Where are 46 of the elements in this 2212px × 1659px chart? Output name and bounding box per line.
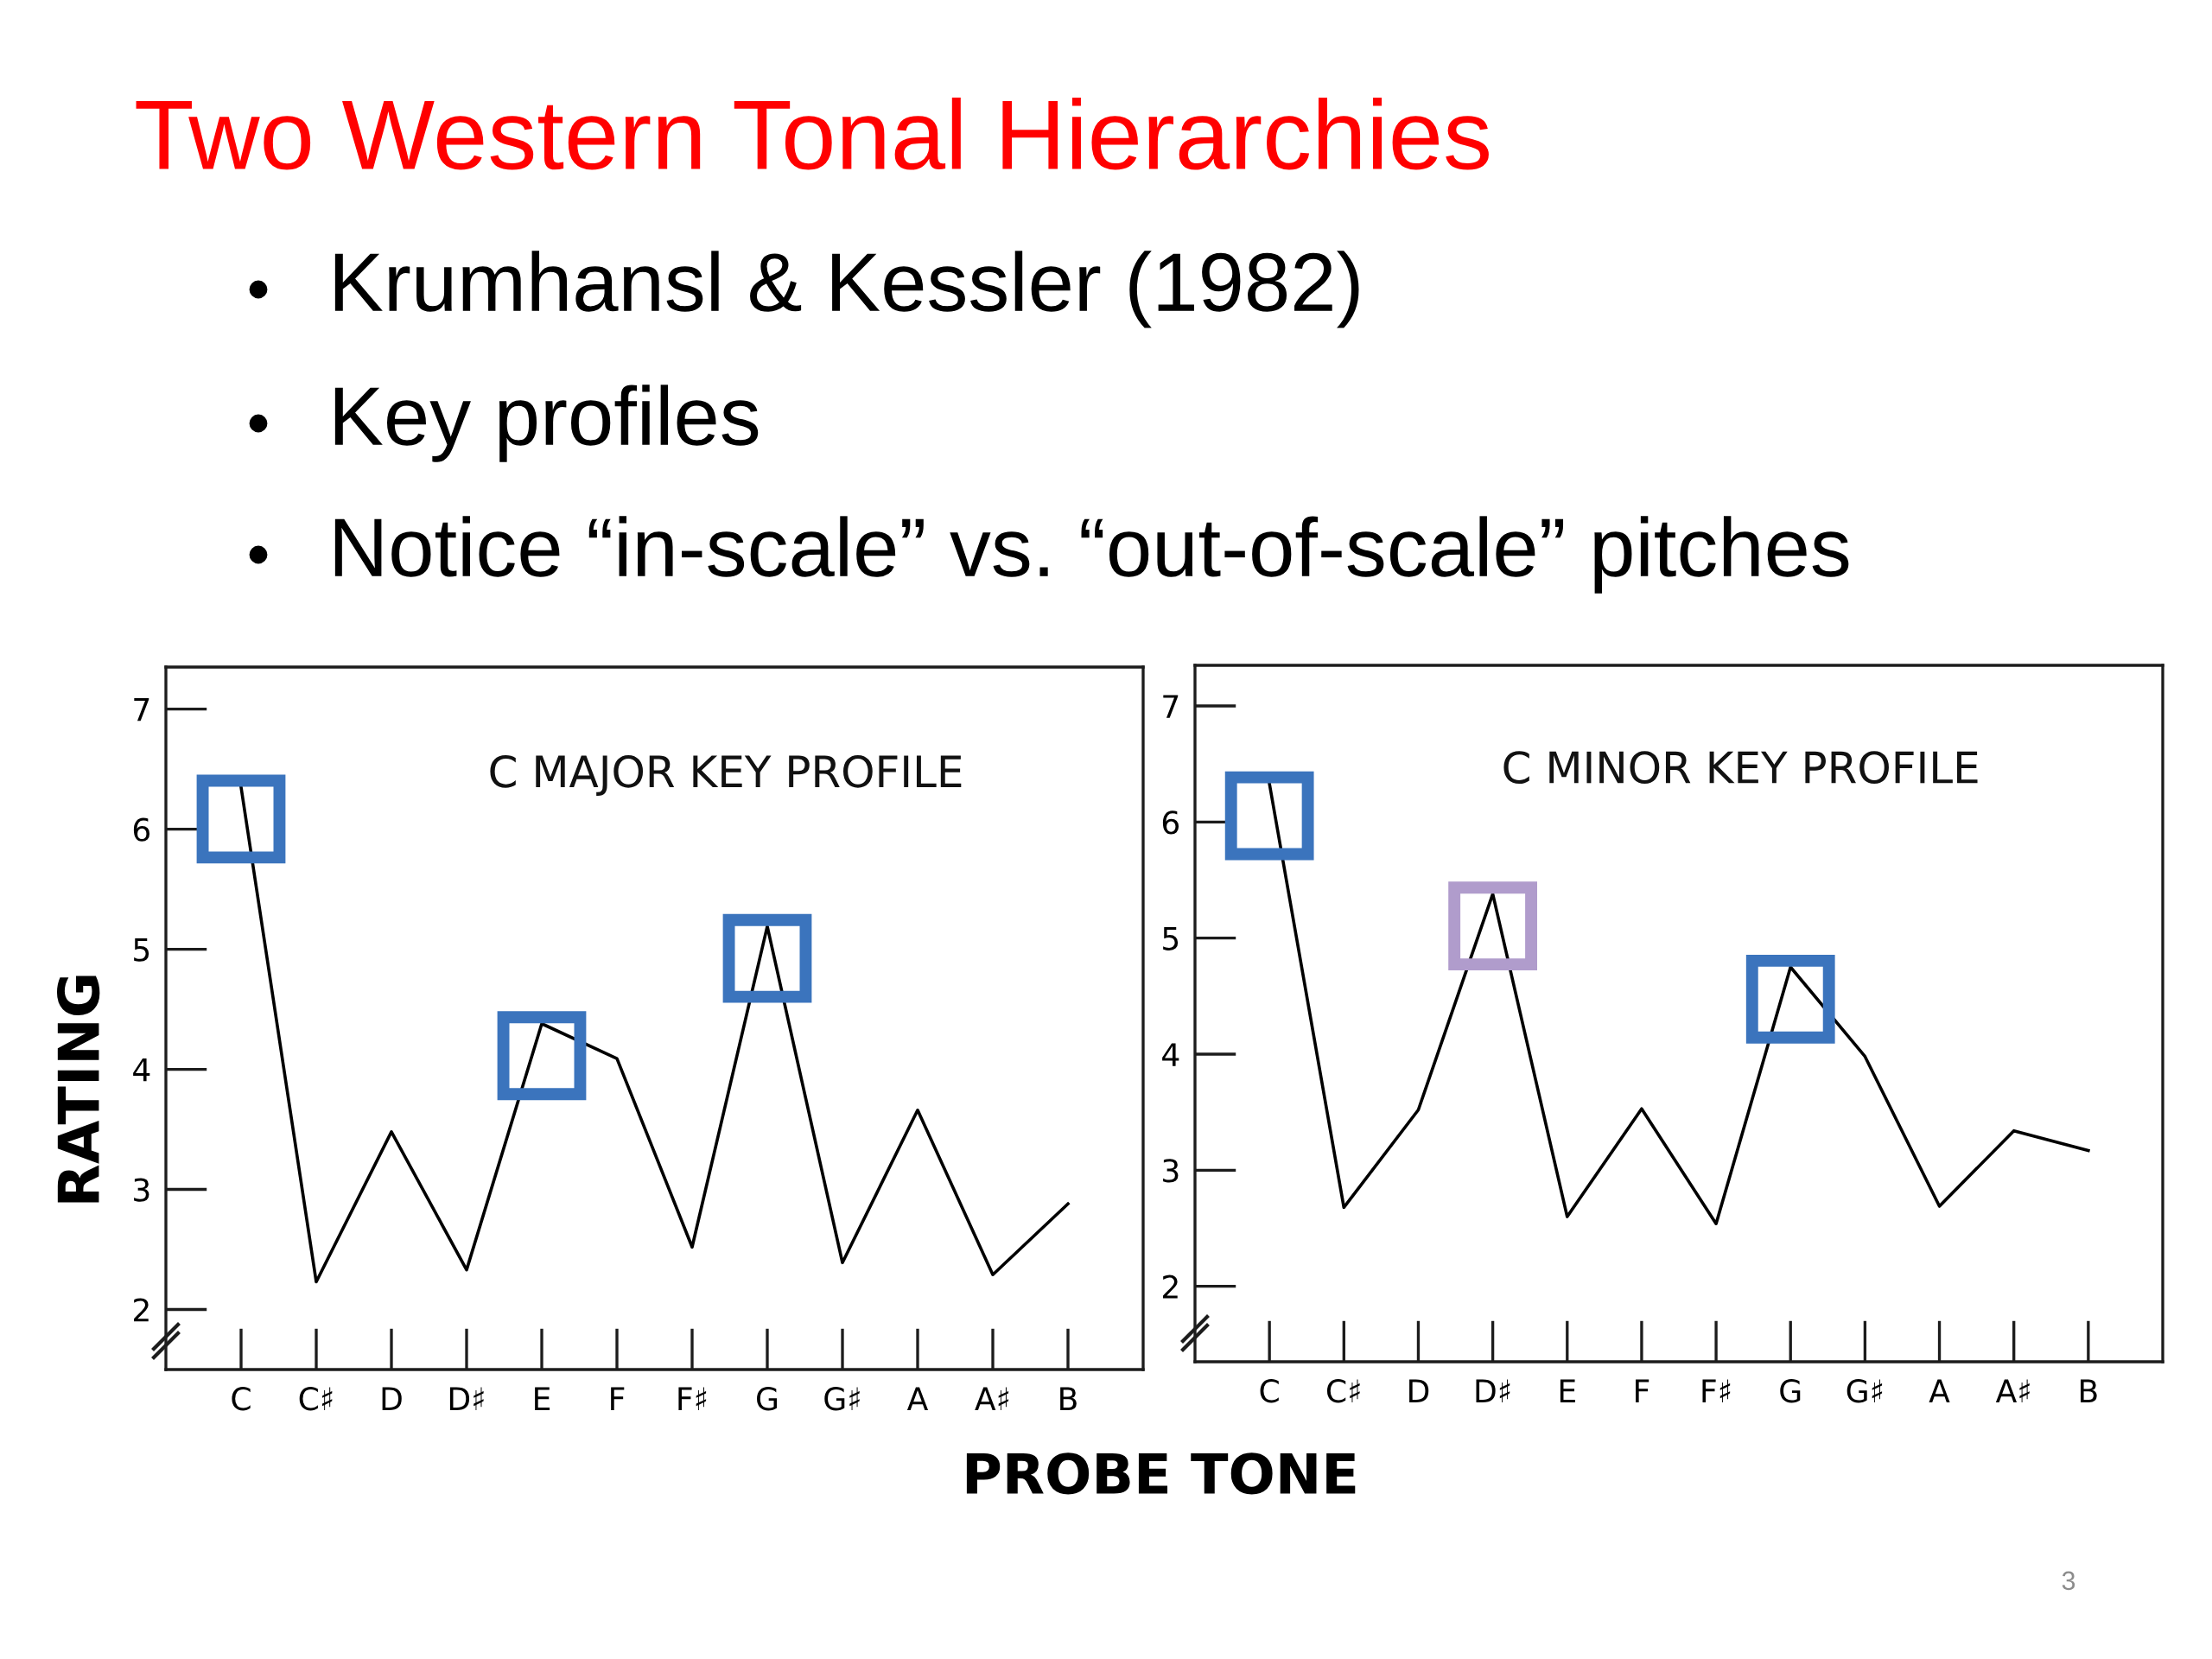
line-series xyxy=(1268,782,2090,1225)
x-tick-label: F xyxy=(1636,1379,1649,1402)
x-tick-label: A xyxy=(906,1387,929,1410)
x-tick-label: D♯ xyxy=(1476,1379,1510,1402)
y-tick-label: 5 xyxy=(1163,927,1179,950)
x-tick-label: A♯ xyxy=(975,1387,1009,1410)
text: Notice “in-scale” vs. “out-of-scale” pitches xyxy=(334,516,1849,594)
x-tick-label: C♯ xyxy=(299,1387,333,1411)
text: 3 xyxy=(2062,1571,2075,1591)
x-tick-label: D♯ xyxy=(449,1387,484,1410)
x-tick-label: G xyxy=(757,1387,778,1411)
x-tick-label: A♯ xyxy=(1995,1379,2030,1402)
y-tick-label: 2 xyxy=(1163,1274,1178,1299)
y-tick-label: 7 xyxy=(1163,695,1179,718)
y-tick-label: 2 xyxy=(134,1298,149,1322)
x-tick-label: C♯ xyxy=(1326,1379,1360,1403)
y-tick-label: 6 xyxy=(133,817,150,842)
x-tick-label: E xyxy=(535,1387,550,1410)
text: Two Western Tonal Hierarchies xyxy=(136,97,1489,170)
text: C MAJOR KEY PROFILE xyxy=(490,754,962,797)
text: Krumhansl & Kessler (1982) xyxy=(334,251,1359,328)
x-tick-label: F♯ xyxy=(678,1387,707,1410)
y-tick-label: 7 xyxy=(134,698,149,721)
x-tick-label: B xyxy=(1060,1387,1077,1410)
x-tick-label: D xyxy=(1409,1379,1429,1402)
x-tick-label: A xyxy=(1929,1379,1950,1402)
y-tick-label: 6 xyxy=(1162,810,1179,835)
y-tick-label: 3 xyxy=(134,1178,149,1202)
x-tick-label: G♯ xyxy=(824,1387,860,1411)
x-tick-label: G xyxy=(1780,1379,1801,1403)
x-tick-label: B xyxy=(2081,1379,2097,1402)
x-axis-title: PROBE TONE xyxy=(966,1452,1356,1495)
x-tick-label: G♯ xyxy=(1847,1379,1883,1403)
y-axis-title: RATING xyxy=(56,976,100,1203)
y-tick-label: 4 xyxy=(133,1058,150,1082)
x-tick-label: F♯ xyxy=(1702,1379,1731,1402)
y-tick-label: 4 xyxy=(1162,1043,1179,1066)
x-tick-label: C xyxy=(1260,1379,1279,1403)
text: C MINOR KEY PROFILE xyxy=(1503,751,1978,785)
x-tick-label: C xyxy=(232,1387,251,1411)
text: Key profiles xyxy=(334,385,759,462)
y-tick-label: 5 xyxy=(134,938,149,962)
x-tick-label: F xyxy=(611,1387,625,1410)
x-tick-label: E xyxy=(1560,1379,1575,1402)
y-tick-label: 3 xyxy=(1163,1159,1179,1183)
x-tick-label: D xyxy=(382,1387,402,1410)
